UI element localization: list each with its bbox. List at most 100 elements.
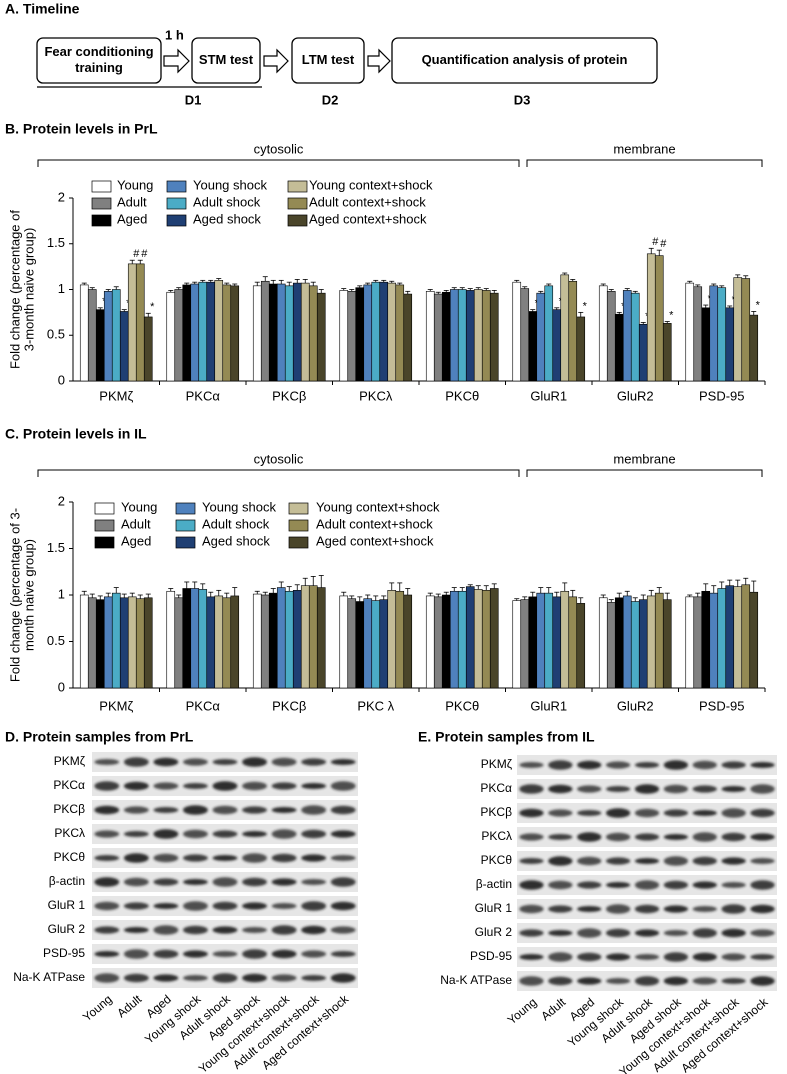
timeline-box-label: Fear conditioning (44, 44, 153, 59)
blot-band (94, 805, 120, 815)
blot-band (153, 807, 179, 813)
blot-band (212, 805, 238, 815)
bar (347, 598, 357, 689)
legend-swatch (94, 519, 115, 532)
group-label: membrane (613, 141, 675, 156)
x-tick-label: PKC λ (357, 698, 394, 713)
blot-band (330, 973, 356, 983)
blot-band (634, 762, 660, 768)
bar (560, 274, 570, 382)
blot-band (123, 877, 149, 887)
bar (403, 594, 413, 689)
y-axis-label: 3-month naive group) (21, 228, 36, 352)
blot-band (634, 929, 660, 937)
bar (725, 307, 735, 382)
blot-band (183, 805, 208, 815)
blot-band (548, 760, 573, 770)
bar (119, 597, 129, 689)
x-tick-label: PKCθ (445, 698, 479, 713)
blot-band (301, 975, 327, 981)
bar (449, 289, 459, 382)
bar (614, 597, 624, 689)
bar (568, 280, 578, 382)
blot-band (605, 808, 631, 818)
timeline-box (391, 37, 658, 84)
bar (425, 291, 435, 382)
blot-band (750, 976, 775, 986)
blot-band (212, 759, 238, 765)
blot-band (750, 880, 775, 890)
blot-row-label: PKCλ (481, 829, 512, 843)
blot-band (330, 926, 356, 934)
blot-band (577, 810, 602, 816)
blot-band (692, 832, 717, 842)
bar (316, 587, 326, 689)
blot-band (94, 951, 120, 957)
bar (268, 283, 278, 382)
x-tick-label: PKMζ (99, 388, 133, 403)
bar (552, 596, 562, 689)
legend-label: Aged context+shock (316, 533, 434, 548)
bar (103, 596, 113, 689)
bar (174, 597, 184, 689)
blot-band (721, 882, 746, 888)
bar (300, 585, 310, 689)
blot-band (94, 877, 120, 887)
blot-band (242, 757, 267, 767)
blot-band (153, 829, 179, 839)
blot-band (721, 904, 746, 914)
blot-band (212, 781, 238, 791)
blot-band (330, 805, 356, 815)
bar (512, 600, 522, 689)
bar (284, 590, 294, 689)
bar (260, 280, 270, 382)
legend-swatch (91, 214, 112, 227)
blot-band (183, 901, 208, 911)
group-bracket (526, 469, 763, 477)
blot-band (548, 856, 573, 866)
bar (292, 282, 302, 382)
blot-band (634, 833, 660, 841)
blot-band (271, 903, 297, 909)
legend-label: Aged (117, 211, 147, 226)
blot-band (242, 902, 267, 910)
x-tick-label: PKCα (186, 698, 221, 713)
bar (230, 595, 240, 689)
blot-band (330, 951, 356, 957)
blot-row-label: GluR 2 (475, 925, 513, 939)
timeline-box-label: training (75, 60, 123, 75)
blot-band (519, 954, 544, 960)
bar (481, 590, 491, 689)
blot-band (519, 880, 544, 890)
blot-band (634, 784, 660, 794)
legend-label: Young shock (202, 499, 276, 514)
blot-band (692, 952, 717, 962)
blot-band (242, 806, 267, 814)
bar (111, 289, 121, 382)
significance-marker: * (669, 309, 674, 321)
blot-band (242, 949, 267, 959)
blot-band (94, 926, 120, 934)
blot-band (519, 808, 544, 818)
blot-band (548, 784, 573, 794)
bar (300, 282, 310, 382)
bar (449, 590, 459, 689)
blot-band (212, 973, 238, 983)
bar (292, 590, 302, 689)
bar (528, 596, 538, 689)
blot-band (605, 882, 631, 888)
bar (544, 592, 554, 689)
blot-band (271, 878, 297, 886)
blot-band (271, 853, 297, 863)
blot-band (519, 833, 544, 841)
blot-title: D. Protein samples from PrL (5, 729, 194, 745)
bar (473, 289, 483, 382)
blot-band (301, 950, 327, 958)
timeline-box (36, 37, 162, 84)
blot-band (183, 854, 208, 862)
legend-label: Aged context+shock (309, 211, 427, 226)
bar (717, 287, 727, 382)
bar (614, 313, 624, 382)
timeline-box-label: Quantification analysis of protein (422, 52, 628, 67)
bar (622, 595, 632, 689)
